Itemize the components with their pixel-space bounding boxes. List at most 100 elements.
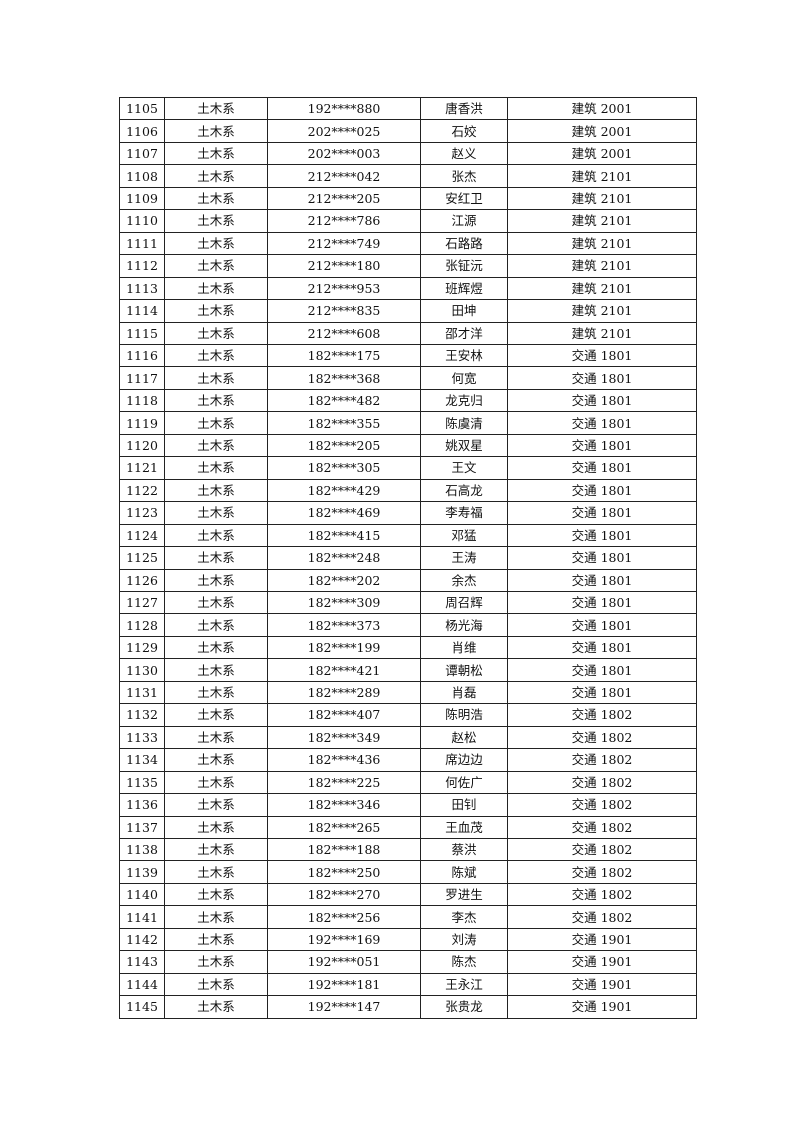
row-number-cell: 1110 <box>119 209 165 233</box>
department-cell: 土木系 <box>164 680 268 705</box>
table-row: 1143 土木系 192****051 陈杰 交通 1901 <box>119 950 697 974</box>
student-id-cell: 182****349 <box>267 725 421 750</box>
department-cell: 土木系 <box>164 905 268 929</box>
class-name-cell: 交通 1802 <box>507 748 697 772</box>
student-name-cell: 肖磊 <box>420 680 508 705</box>
student-id-cell: 182****429 <box>267 478 421 503</box>
row-number-cell: 1143 <box>119 950 165 974</box>
table-row: 1119 土木系 182****355 陈虞清 交通 1801 <box>119 411 697 435</box>
student-id-cell: 182****469 <box>267 501 421 525</box>
student-id-cell: 182****415 <box>267 523 421 548</box>
student-name-cell: 石路路 <box>420 231 508 256</box>
table-row: 1115 土木系 212****608 邵才洋 建筑 2101 <box>119 321 697 345</box>
student-id-cell: 192****880 <box>267 96 421 121</box>
department-cell: 土木系 <box>164 343 268 368</box>
class-name-cell: 交通 1901 <box>507 972 697 997</box>
student-table: 1105 土木系 192****880 唐香洪 建筑 2001 1106 土木系 202***… <box>119 96 697 1019</box>
class-name-cell: 交通 1801 <box>507 433 697 458</box>
table-row: 1111 土木系 212****749 石路路 建筑 2101 <box>119 231 697 256</box>
student-name-cell: 邓猛 <box>420 523 508 548</box>
student-id-cell: 212****180 <box>267 254 421 278</box>
department-cell: 土木系 <box>164 366 268 390</box>
table-row: 1114 土木系 212****835 田坤 建筑 2101 <box>119 299 697 323</box>
class-name-cell: 交通 1802 <box>507 703 697 727</box>
class-name-cell: 交通 1802 <box>507 815 697 839</box>
row-number-cell: 1142 <box>119 927 165 952</box>
table-row: 1137 土木系 182****265 王血茂 交通 1802 <box>119 815 697 839</box>
department-cell: 土木系 <box>164 141 268 166</box>
class-name-cell: 交通 1802 <box>507 837 697 862</box>
student-name-cell: 张贵龙 <box>420 995 508 1019</box>
department-cell: 土木系 <box>164 793 268 817</box>
department-cell: 土木系 <box>164 96 268 121</box>
department-cell: 土木系 <box>164 254 268 278</box>
student-name-cell: 刘涛 <box>420 927 508 952</box>
department-cell: 土木系 <box>164 546 268 570</box>
class-name-cell: 交通 1801 <box>507 456 697 480</box>
table-row: 1133 土木系 182****349 赵松 交通 1802 <box>119 725 697 750</box>
student-name-cell: 田坤 <box>420 299 508 323</box>
class-name-cell: 建筑 2001 <box>507 119 697 143</box>
table-row: 1110 土木系 212****786 江源 建筑 2101 <box>119 209 697 233</box>
row-number-cell: 1112 <box>119 254 165 278</box>
student-name-cell: 陈虞清 <box>420 411 508 435</box>
row-number-cell: 1125 <box>119 546 165 570</box>
student-name-cell: 姚双星 <box>420 433 508 458</box>
student-id-cell: 192****147 <box>267 995 421 1019</box>
table-row: 1128 土木系 182****373 杨光海 交通 1801 <box>119 613 697 637</box>
student-id-cell: 182****188 <box>267 837 421 862</box>
row-number-cell: 1117 <box>119 366 165 390</box>
student-id-cell: 182****305 <box>267 456 421 480</box>
class-name-cell: 交通 1801 <box>507 590 697 615</box>
table-body: 1105 土木系 192****880 唐香洪 建筑 2001 1106 土木系 202***… <box>119 96 697 1019</box>
student-id-cell: 212****205 <box>267 186 421 211</box>
department-cell: 土木系 <box>164 590 268 615</box>
class-name-cell: 交通 1802 <box>507 725 697 750</box>
department-cell: 土木系 <box>164 837 268 862</box>
student-name-cell: 石高龙 <box>420 478 508 503</box>
table-row: 1105 土木系 192****880 唐香洪 建筑 2001 <box>119 96 697 121</box>
table-row: 1107 土木系 202****003 赵义 建筑 2001 <box>119 141 697 166</box>
row-number-cell: 1139 <box>119 860 165 884</box>
table-row: 1141 土木系 182****256 李杰 交通 1802 <box>119 905 697 929</box>
row-number-cell: 1138 <box>119 837 165 862</box>
class-name-cell: 交通 1801 <box>507 658 697 682</box>
table-row: 1118 土木系 182****482 龙克归 交通 1801 <box>119 388 697 413</box>
row-number-cell: 1132 <box>119 703 165 727</box>
student-id-cell: 182****289 <box>267 680 421 705</box>
student-id-cell: 192****051 <box>267 950 421 974</box>
student-name-cell: 田钊 <box>420 793 508 817</box>
row-number-cell: 1118 <box>119 388 165 413</box>
student-id-cell: 182****248 <box>267 546 421 570</box>
student-name-cell: 安红卫 <box>420 186 508 211</box>
row-number-cell: 1124 <box>119 523 165 548</box>
row-number-cell: 1131 <box>119 680 165 705</box>
department-cell: 土木系 <box>164 725 268 750</box>
student-name-cell: 陈明浩 <box>420 703 508 727</box>
department-cell: 土木系 <box>164 501 268 525</box>
department-cell: 土木系 <box>164 860 268 884</box>
row-number-cell: 1114 <box>119 299 165 323</box>
table-row: 1116 土木系 182****175 王安林 交通 1801 <box>119 343 697 368</box>
student-id-cell: 212****786 <box>267 209 421 233</box>
class-name-cell: 交通 1802 <box>507 770 697 795</box>
table-row: 1126 土木系 182****202 余杰 交通 1801 <box>119 568 697 592</box>
student-id-cell: 212****608 <box>267 321 421 345</box>
student-name-cell: 肖维 <box>420 635 508 660</box>
department-cell: 土木系 <box>164 568 268 592</box>
student-id-cell: 182****205 <box>267 433 421 458</box>
department-cell: 土木系 <box>164 164 268 188</box>
student-name-cell: 王文 <box>420 456 508 480</box>
row-number-cell: 1106 <box>119 119 165 143</box>
row-number-cell: 1116 <box>119 343 165 368</box>
table-row: 1123 土木系 182****469 李寿福 交通 1801 <box>119 501 697 525</box>
student-id-cell: 182****265 <box>267 815 421 839</box>
row-number-cell: 1119 <box>119 411 165 435</box>
student-id-cell: 182****270 <box>267 882 421 907</box>
student-id-cell: 182****256 <box>267 905 421 929</box>
row-number-cell: 1127 <box>119 590 165 615</box>
student-name-cell: 蔡洪 <box>420 837 508 862</box>
class-name-cell: 交通 1801 <box>507 613 697 637</box>
class-name-cell: 交通 1801 <box>507 388 697 413</box>
table-row: 1140 土木系 182****270 罗进生 交通 1802 <box>119 882 697 907</box>
